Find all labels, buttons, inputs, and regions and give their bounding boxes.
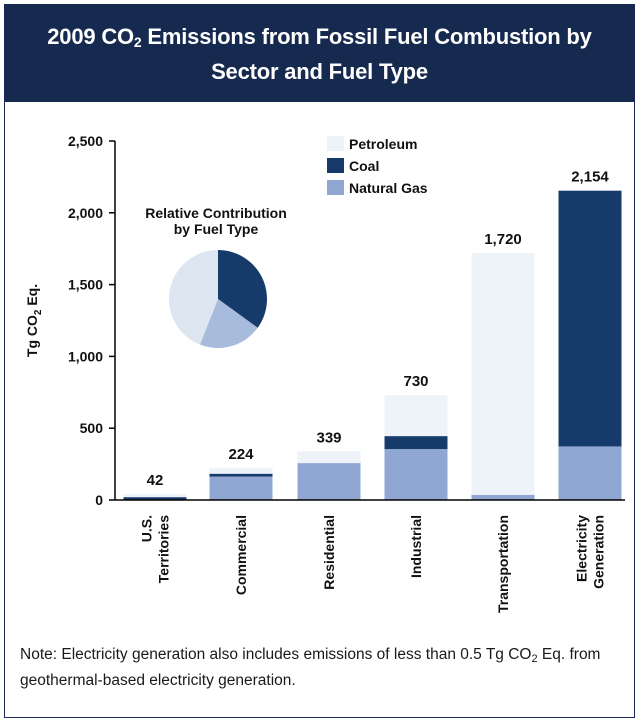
y-axis-title-subscript: 2	[33, 309, 44, 315]
figure-note: Note: Electricity generation also includ…	[20, 646, 601, 689]
bar-total-label: 2,154	[571, 169, 609, 186]
category-label: U.S.	[139, 515, 155, 542]
legend-swatch	[327, 136, 344, 151]
legend-swatch	[327, 158, 344, 173]
figure-title-line1: 2009 CO2 Emissions from Fossil Fuel Comb…	[47, 23, 592, 50]
y-tick-label: 2,000	[68, 205, 103, 221]
legend-swatch	[327, 180, 344, 195]
y-tick-label: 2,500	[68, 133, 103, 149]
bar-segment-petroleum	[123, 493, 187, 498]
bar-total-label: 339	[316, 429, 341, 446]
y-tick-label: 1,000	[68, 348, 103, 364]
y-axis-title-part: Tg CO	[24, 315, 40, 357]
bar-segment-petroleum	[209, 467, 273, 474]
category-label: Industrial	[408, 515, 424, 578]
pie-slice-coal	[218, 250, 267, 328]
figure-title-line2: Sector and Fuel Type	[211, 58, 428, 84]
pie-title: Relative Contribution	[145, 205, 287, 221]
bar-segment-petroleum	[471, 253, 535, 495]
pie-title: by Fuel Type	[174, 221, 259, 237]
legend-label: Petroleum	[349, 136, 417, 152]
bar-segment-natural-gas	[209, 476, 273, 500]
category-label: Electricity	[574, 515, 590, 582]
bar-segment-coal	[209, 473, 273, 477]
bar-segment-coal	[384, 436, 448, 450]
y-axis-title: Tg CO2 Eq.	[24, 284, 44, 357]
pie-slice-natural-gas	[199, 299, 258, 349]
bar-segment-natural-gas	[471, 494, 535, 500]
bar-segment-coal	[558, 190, 622, 447]
y-tick-label: 1,500	[68, 277, 103, 293]
category-label: Transportation	[495, 515, 511, 613]
category-label: Territories	[156, 515, 172, 583]
bar-total-label: 224	[228, 446, 254, 463]
bar-total-label: 42	[147, 472, 164, 489]
category-label: Generation	[591, 515, 607, 589]
bar-segment-natural-gas	[297, 463, 361, 500]
legend-label: Coal	[349, 158, 379, 174]
y-axis-title-part: Eq.	[24, 284, 40, 310]
category-label: Commercial	[233, 515, 249, 595]
bar-segment-natural-gas	[558, 446, 622, 500]
bar-segment-natural-gas	[384, 449, 448, 500]
y-tick-label: 500	[80, 420, 104, 436]
bar-segment-petroleum	[384, 395, 448, 437]
legend-label: Natural Gas	[349, 180, 428, 196]
figure-header: 2009 CO2 Emissions from Fossil Fuel Comb…	[5, 5, 634, 102]
y-tick-label: 0	[95, 492, 103, 508]
pie-slice-petroleum	[168, 250, 218, 345]
category-label: Residential	[321, 515, 337, 590]
bar-segment-petroleum	[297, 451, 361, 464]
bar-segment-coal	[123, 497, 187, 500]
bar-total-label: 730	[403, 373, 428, 390]
bar-total-label: 1,720	[484, 231, 522, 248]
